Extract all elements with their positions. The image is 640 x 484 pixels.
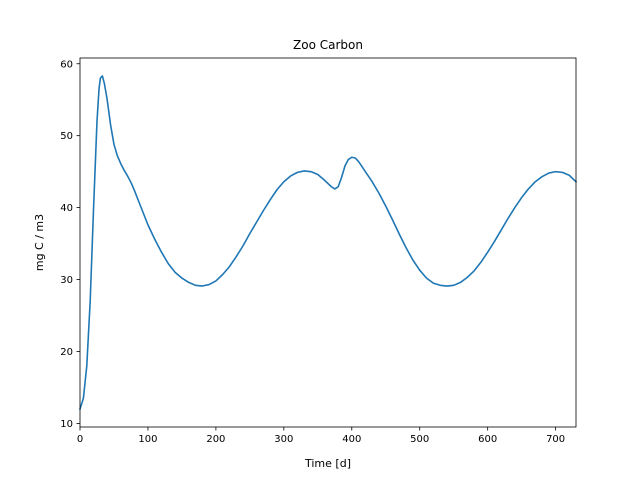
x-tick-label: 300 (274, 434, 293, 445)
x-axis-label: Time [d] (304, 457, 351, 470)
y-tick-label: 10 (60, 419, 73, 430)
x-tick-label: 400 (342, 434, 361, 445)
x-tick-label: 0 (77, 434, 83, 445)
y-tick-label: 60 (60, 59, 73, 70)
chart-title: Zoo Carbon (293, 38, 363, 52)
x-tick-label: 100 (138, 434, 157, 445)
series-line-0 (78, 75, 578, 411)
x-tick-label: 700 (546, 434, 565, 445)
x-tick-label: 200 (206, 434, 225, 445)
y-tick-label: 30 (60, 275, 73, 286)
x-tick-label: 500 (410, 434, 429, 445)
y-tick-label: 20 (60, 347, 73, 358)
plot-frame (79, 57, 577, 428)
y-axis-label: mg C / m3 (33, 214, 46, 271)
y-tick-label: 50 (60, 131, 73, 142)
y-tick-label: 40 (60, 203, 73, 214)
x-tick-label: 600 (478, 434, 497, 445)
